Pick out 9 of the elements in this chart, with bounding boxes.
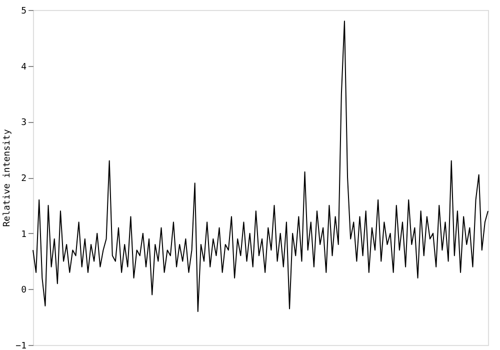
y-tick-label: 3 (21, 118, 26, 128)
y-tick-label: 1 (21, 230, 26, 240)
y-tick-label: 2 (21, 174, 26, 184)
y-axis-title: Relative intensity (2, 128, 13, 227)
line-series (32, 20, 488, 312)
y-tick-label: 5 (21, 6, 26, 16)
y-tick-label: 0 (21, 286, 26, 296)
y-tick-label: 4 (21, 62, 26, 72)
y-tick-label: −1 (16, 342, 26, 350)
